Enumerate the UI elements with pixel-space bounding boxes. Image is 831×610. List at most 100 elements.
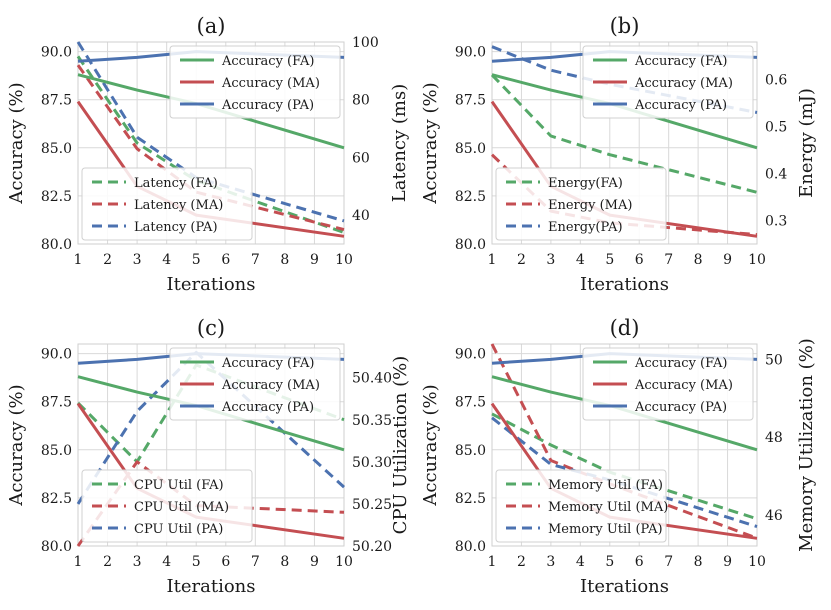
panel-b: (b) Iterations Accuracy (%) Energy (mJ) 1 2 3 4… (420, 14, 817, 295)
series-line-latency-fa (76, 55, 345, 234)
legend-top-right: Accuracy (FA) Accuracy (MA) Accuracy (PA) (582, 45, 754, 119)
x-tick-label: 4 (162, 252, 171, 268)
y2-tick-label: 0.3 (765, 214, 787, 230)
y2-axis-label: Memory Utilization (%) (796, 338, 817, 552)
y-tick-label: 82.5 (455, 491, 486, 507)
legend-label: Accuracy (FA) (221, 54, 314, 69)
legend-label: Accuracy (PA) (221, 98, 314, 113)
y2-tick-label: 0.4 (765, 167, 787, 183)
legend-label: Accuracy (PA) (634, 98, 727, 113)
y-tick-label: 87.5 (455, 93, 486, 109)
legend-top-right: Accuracy (FA) Accuracy (MA) Accuracy (PA) (169, 347, 341, 421)
legend-box (169, 45, 341, 119)
y-axis-label: Accuracy (%) (6, 82, 27, 204)
panel-title: (c) (197, 316, 225, 340)
series-line-latency-ma (76, 64, 345, 232)
y-tick-label: 80.0 (455, 539, 486, 555)
legend-bottom-left: CPU Util (FA) CPU Util (MA) CPU Util (PA) (81, 469, 253, 543)
legend-label: CPU Util (MA) (134, 500, 229, 515)
y2-tick-label: 0.5 (765, 120, 787, 136)
y2-tick-label: 50.40 (352, 371, 392, 387)
legend-label: Energy(PA) (548, 220, 623, 235)
x-tick-label: 6 (635, 554, 644, 570)
y-axis-label: Accuracy (%) (420, 384, 441, 506)
legend-label: Accuracy (MA) (221, 378, 320, 393)
x-tick-label: 5 (605, 252, 614, 268)
x-tick-label: 2 (517, 554, 526, 570)
x-tick-label: 4 (576, 554, 585, 570)
y-tick-label: 85.0 (41, 141, 72, 157)
x-tick-label: 1 (74, 554, 83, 570)
x-tick-label: 9 (723, 554, 732, 570)
series-line-energy-fa (490, 73, 758, 194)
legend-label: Accuracy (FA) (221, 356, 314, 371)
legend-label: Accuracy (FA) (634, 356, 727, 371)
series-line-accuracy-fa (491, 375, 758, 452)
panels: (a) Iterations Accuracy (%) Latency (ms) 1 2 3… (6, 14, 817, 597)
legend-top-right: Accuracy (FA) Accuracy (MA) Accuracy (PA) (169, 45, 341, 119)
x-tick-label: 2 (517, 252, 526, 268)
y2-tick-label: 50.35 (352, 413, 392, 429)
x-axis-label: Iterations (167, 274, 256, 295)
x-tick-label: 6 (221, 554, 230, 570)
series-line-memory-util-fa (491, 412, 758, 521)
y2-tick-label: 50.25 (352, 497, 392, 513)
x-tick-label: 10 (748, 554, 766, 570)
legend-label: Energy(FA) (548, 176, 623, 191)
plot-frame (77, 41, 345, 245)
y-tick-label: 90.0 (455, 45, 486, 61)
x-tick-label: 6 (221, 252, 230, 268)
legend-label: Latency (MA) (134, 198, 223, 213)
y2-tick-label: 48 (765, 430, 783, 446)
y-tick-label: 80.0 (455, 237, 486, 253)
panel-d: (d) Iterations Accuracy (%) Memory Utilizat… (420, 316, 817, 597)
x-tick-label: 2 (103, 554, 112, 570)
legend-label: Energy (MA) (548, 198, 632, 213)
plot-frame (77, 343, 345, 547)
legend-box (582, 45, 754, 119)
y-tick-label: 80.0 (41, 539, 72, 555)
legend-bottom-left: Memory Util (FA) Memory Util (MA) Memory U… (495, 469, 668, 543)
y2-axis-label: Energy (mJ) (796, 88, 817, 198)
x-tick-label: 3 (546, 252, 555, 268)
x-tick-label: 10 (335, 252, 353, 268)
x-tick-label: 7 (251, 252, 260, 268)
x-axis-label: Iterations (580, 274, 669, 295)
legend-label: Latency (FA) (134, 176, 218, 191)
y-tick-label: 85.0 (455, 141, 486, 157)
y2-tick-label: 80 (352, 93, 370, 109)
panel-title: (a) (197, 14, 226, 38)
y-tick-label: 85.0 (41, 443, 72, 459)
y-axis-label: Accuracy (%) (420, 82, 441, 204)
x-tick-label: 7 (251, 554, 260, 570)
x-tick-label: 5 (192, 554, 201, 570)
x-tick-label: 1 (74, 252, 83, 268)
x-tick-label: 3 (546, 554, 555, 570)
series-line-accuracy-fa (77, 375, 345, 452)
y2-axis-label: Latency (ms) (389, 84, 410, 203)
legend-box (81, 167, 253, 241)
series-line-accuracy-fa (491, 73, 758, 150)
y-tick-label: 87.5 (455, 395, 486, 411)
legend-label: Memory Util (MA) (548, 500, 668, 515)
x-axis-label: Iterations (167, 576, 256, 597)
y2-tick-label: 46 (765, 508, 783, 524)
x-tick-label: 3 (133, 252, 142, 268)
panel-a: (a) Iterations Accuracy (%) Latency (ms) 1 2 3… (6, 14, 410, 295)
legend-box (81, 469, 253, 543)
x-tick-label: 1 (488, 554, 497, 570)
series-line-accuracy-fa (77, 73, 345, 150)
x-tick-label: 1 (488, 252, 497, 268)
x-tick-label: 4 (162, 554, 171, 570)
x-tick-label: 4 (576, 252, 585, 268)
panel-title: (b) (610, 14, 640, 38)
y-tick-label: 90.0 (41, 347, 72, 363)
y-tick-label: 87.5 (41, 395, 72, 411)
y-axis-label: Accuracy (%) (6, 384, 27, 506)
y2-tick-label: 50.20 (352, 539, 392, 555)
legend-bottom-left: Latency (FA) Latency (MA) Latency (PA) (81, 167, 253, 241)
y2-tick-label: 0.6 (765, 73, 787, 89)
x-tick-label: 8 (280, 554, 289, 570)
y-tick-label: 82.5 (41, 491, 72, 507)
panel-title: (d) (610, 316, 640, 340)
